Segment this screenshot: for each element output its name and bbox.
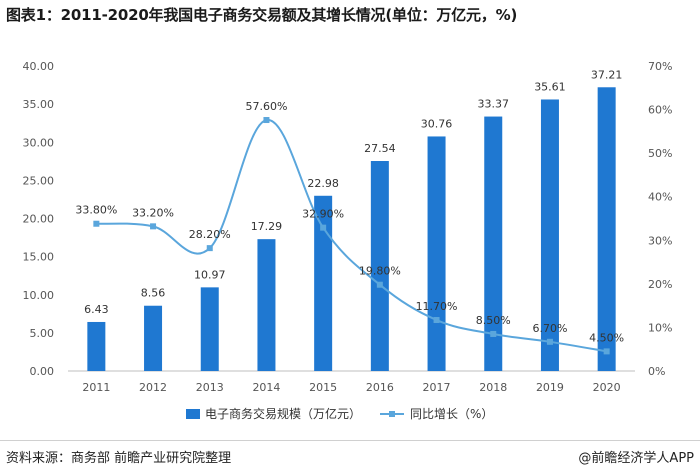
source-note: 资料来源：商务部 前瞻产业研究院整理 bbox=[6, 451, 232, 466]
right-tick-label: 40% bbox=[648, 191, 672, 204]
bar bbox=[257, 239, 276, 371]
x-axis: 2011 2012 2013 2014 2015 2016 2017 2018 2019 2020 bbox=[82, 381, 620, 394]
right-axis: 0% 10% 20% 30% 40% 50% 60% 70% bbox=[648, 60, 672, 378]
legend-line-label: 同比增长（%） bbox=[410, 407, 493, 421]
bar bbox=[370, 161, 389, 371]
growth-value-label: 11.70% bbox=[416, 300, 458, 313]
bar bbox=[144, 305, 163, 371]
bar bbox=[484, 116, 503, 372]
growth-point bbox=[433, 317, 440, 324]
bar-value-label: 37.21 bbox=[591, 68, 623, 81]
bar-value-label: 27.54 bbox=[364, 142, 396, 155]
bar-value-label: 8.56 bbox=[141, 287, 166, 300]
x-tick-label: 2016 bbox=[366, 381, 394, 394]
left-axis: 0.00 5.00 10.00 15.00 20.00 25.00 30.00 35.00 40… bbox=[23, 60, 55, 378]
bar bbox=[87, 321, 106, 371]
bar-value-label: 33.37 bbox=[478, 98, 510, 111]
bar-value-label: 10.97 bbox=[194, 268, 226, 281]
growth-labels: 33.80% 33.20% 28.20% 57.60% 32.90% 19.80% 11.7… bbox=[75, 100, 624, 344]
legend: 电子商务交易规模（万亿元） 同比增长（%） bbox=[186, 406, 493, 421]
right-tick-label: 60% bbox=[648, 104, 672, 117]
growth-value-label: 33.20% bbox=[132, 206, 174, 219]
growth-value-label: 28.20% bbox=[189, 228, 231, 241]
x-tick-label: 2011 bbox=[82, 381, 110, 394]
left-tick-label: 20.00 bbox=[23, 213, 55, 226]
left-tick-label: 25.00 bbox=[23, 174, 55, 187]
growth-line bbox=[96, 119, 607, 353]
bar bbox=[200, 287, 219, 371]
left-tick-label: 30.00 bbox=[23, 136, 55, 149]
right-tick-label: 30% bbox=[648, 234, 672, 247]
left-tick-label: 5.00 bbox=[30, 327, 55, 340]
x-tick-label: 2014 bbox=[252, 381, 280, 394]
x-tick-label: 2017 bbox=[423, 381, 451, 394]
x-tick-label: 2020 bbox=[593, 381, 621, 394]
right-tick-label: 50% bbox=[648, 147, 672, 160]
chart: 0.00 5.00 10.00 15.00 20.00 25.00 30.00 35.00 40… bbox=[23, 60, 673, 421]
growth-point bbox=[490, 330, 497, 337]
bar bbox=[540, 99, 559, 371]
growth-point bbox=[546, 338, 553, 345]
growth-point bbox=[603, 348, 610, 355]
growth-point bbox=[263, 117, 270, 124]
growth-point bbox=[206, 245, 213, 252]
brand-credit: @前瞻经济学人APP bbox=[578, 451, 694, 466]
bar-value-label: 22.98 bbox=[307, 177, 339, 190]
bar bbox=[427, 136, 446, 371]
bar-value-label: 6.43 bbox=[84, 303, 109, 316]
growth-value-label: 4.50% bbox=[589, 331, 624, 344]
growth-value-label: 8.50% bbox=[476, 314, 511, 327]
left-tick-label: 15.00 bbox=[23, 251, 55, 264]
growth-value-label: 57.60% bbox=[245, 100, 287, 113]
bar bbox=[597, 87, 616, 372]
growth-point bbox=[93, 220, 100, 227]
bar bbox=[314, 195, 333, 371]
right-tick-label: 0% bbox=[648, 365, 665, 378]
left-tick-label: 0.00 bbox=[30, 365, 55, 378]
legend-bar-swatch bbox=[186, 409, 200, 419]
right-tick-label: 20% bbox=[648, 278, 672, 291]
growth-value-label: 32.90% bbox=[302, 208, 344, 221]
chart-title: 图表1：2011-2020年我国电子商务交易额及其增长情况(单位：万亿元，%) bbox=[6, 6, 518, 24]
footer: 资料来源：商务部 前瞻产业研究院整理 @前瞻经济学人APP bbox=[0, 440, 700, 470]
bar-value-label: 35.61 bbox=[534, 80, 566, 93]
legend-bar-label: 电子商务交易规模（万亿元） bbox=[205, 406, 361, 421]
bar-labels: 6.43 8.56 10.97 17.29 22.98 27.54 30.76 33.37 35… bbox=[84, 68, 622, 316]
left-tick-label: 40.00 bbox=[23, 60, 55, 73]
bar-value-label: 17.29 bbox=[251, 220, 283, 233]
bar-value-label: 30.76 bbox=[421, 117, 453, 130]
left-tick-label: 35.00 bbox=[23, 98, 55, 111]
left-tick-label: 10.00 bbox=[23, 289, 55, 302]
right-tick-label: 10% bbox=[648, 321, 672, 334]
x-tick-label: 2019 bbox=[536, 381, 564, 394]
growth-value-label: 33.80% bbox=[75, 204, 117, 217]
growth-point bbox=[376, 281, 383, 288]
growth-point bbox=[320, 224, 327, 231]
growth-point bbox=[150, 223, 157, 230]
x-tick-label: 2013 bbox=[196, 381, 224, 394]
right-tick-label: 70% bbox=[648, 60, 672, 73]
bar-series bbox=[87, 87, 616, 372]
footer-divider bbox=[0, 440, 700, 441]
growth-value-label: 19.80% bbox=[359, 265, 401, 278]
x-tick-label: 2015 bbox=[309, 381, 337, 394]
growth-points bbox=[93, 117, 610, 355]
x-tick-label: 2018 bbox=[479, 381, 507, 394]
growth-value-label: 6.70% bbox=[532, 322, 567, 335]
x-tick-label: 2012 bbox=[139, 381, 167, 394]
legend-line-marker bbox=[389, 411, 395, 417]
